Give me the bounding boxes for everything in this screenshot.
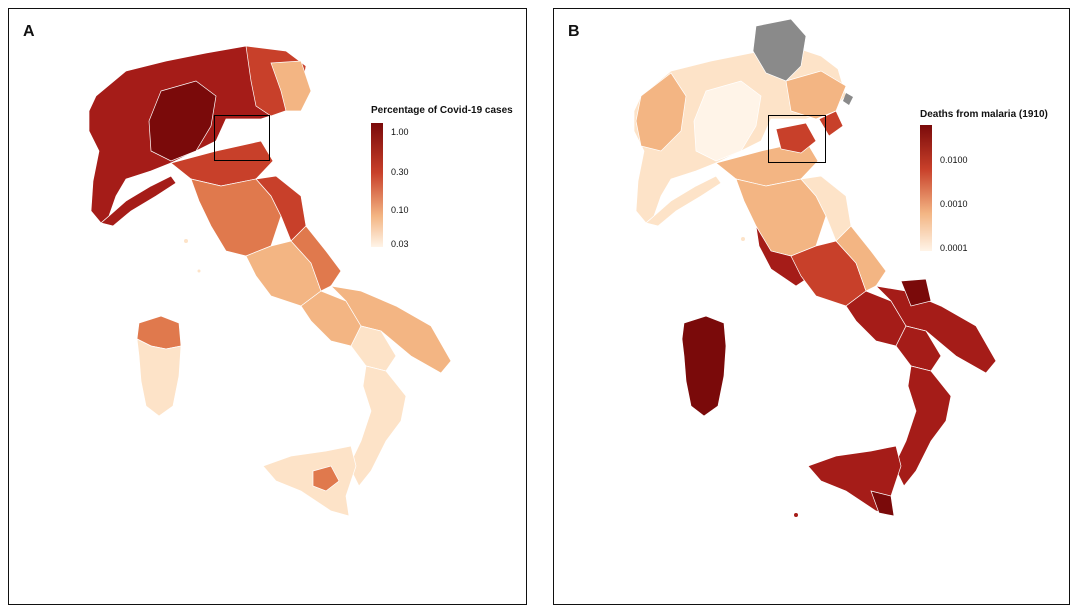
italy-covid-map	[88, 45, 452, 517]
highlight-box-a	[214, 115, 270, 161]
panel-b: B	[553, 8, 1070, 605]
region-lombardy-core	[148, 80, 217, 162]
panel-a: A	[8, 8, 527, 605]
region-maremma	[755, 225, 812, 287]
legend-tick: 0.0010	[940, 199, 968, 209]
legend-colorbar-a	[371, 123, 383, 247]
region-sardinia	[681, 315, 727, 417]
region-calabria	[348, 365, 407, 487]
region-ferrara	[775, 122, 817, 154]
region-friuli	[270, 60, 312, 112]
region-puglia	[329, 285, 452, 374]
region-piedmont-west	[635, 72, 687, 152]
legend-title-b: Deaths from malaria (1910)	[920, 109, 1048, 120]
region-trentino	[752, 18, 807, 82]
legend-a: Percentage of Covid-19 cases 1.00 0.30 0…	[371, 105, 521, 265]
region-abruzzo	[290, 225, 342, 292]
panel-letter-b: B	[568, 23, 580, 40]
region-sicily-highlight	[312, 465, 340, 492]
legend-tick: 0.03	[391, 239, 409, 249]
legend-tick: 0.10	[391, 205, 409, 215]
legend-tick: 1.00	[391, 127, 409, 137]
region-gargano	[900, 278, 932, 307]
region-lombardy	[693, 80, 762, 162]
legend-title-a: Percentage of Covid-19 cases	[371, 105, 513, 116]
italy-malaria-map	[633, 18, 997, 517]
legend-b: Deaths from malaria (1910) 0.0100 0.0010…	[920, 109, 1065, 269]
region-sicily	[262, 445, 357, 517]
region-liguria	[100, 175, 177, 227]
legend-tick: 0.0100	[940, 155, 968, 165]
panel-letter-a: A	[23, 23, 35, 40]
region-sicily-southeast	[870, 490, 895, 517]
region-abruzzo	[835, 225, 887, 292]
region-sardinia-south	[136, 338, 182, 417]
highlight-box-b	[768, 115, 826, 163]
region-calabria	[893, 365, 952, 487]
legend-colorbar-b	[920, 125, 932, 251]
region-liguria	[645, 175, 722, 227]
legend-tick: 0.0001	[940, 243, 968, 253]
legend-tick: 0.30	[391, 167, 409, 177]
